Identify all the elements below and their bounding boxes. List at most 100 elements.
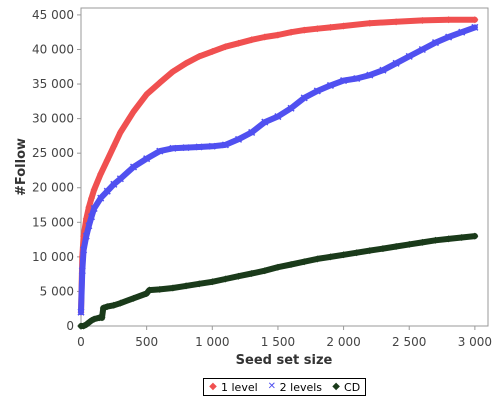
data-point (471, 16, 479, 24)
data-point (221, 275, 229, 283)
data-point (418, 45, 426, 54)
series-cd (77, 232, 479, 330)
data-point (431, 236, 439, 244)
data-point (97, 170, 105, 178)
data-point (235, 135, 243, 143)
y-tick-label: 10 000 (32, 250, 74, 264)
data-point (110, 301, 118, 309)
data-point (471, 23, 479, 31)
data-point (431, 39, 440, 47)
data-point (90, 186, 98, 194)
y-axis: 0 5 000 10 000 15 000 20 000 25 000 30 000 35 0… (32, 8, 81, 333)
data-point (300, 94, 308, 102)
data-point (90, 204, 98, 213)
data-point (366, 71, 374, 79)
cross-icon: ✕ (267, 381, 277, 392)
data-point (392, 243, 400, 250)
data-point (169, 284, 177, 292)
legend-item-cd: ◆ CD (332, 381, 360, 394)
data-point (208, 48, 216, 56)
data-point (90, 315, 98, 323)
data-point (129, 163, 138, 171)
legend: ◆ 1 level ✕ 2 levels ◆ CD (203, 378, 367, 396)
data-point (274, 31, 282, 39)
data-point (195, 143, 203, 151)
data-point (116, 175, 124, 183)
x-axis: 0 500 1 000 1 500 2 000 2 500 3 000 (77, 326, 492, 349)
data-point (445, 33, 453, 41)
diamond-icon: ◆ (209, 381, 217, 392)
data-point (195, 280, 203, 288)
data-point (85, 203, 93, 211)
data-point (418, 238, 426, 246)
data-point (116, 299, 124, 307)
data-point (458, 234, 466, 242)
y-tick-label: 5 000 (40, 284, 74, 298)
x-axis-title: Seed set size (236, 353, 333, 368)
y-tick-label: 40 000 (32, 42, 74, 56)
data-point (366, 19, 374, 27)
data-point (313, 87, 321, 95)
data-point (471, 232, 479, 240)
data-point (82, 232, 90, 240)
data-point (88, 194, 96, 202)
data-point (248, 128, 256, 136)
x-tick-label: 1 000 (195, 335, 229, 349)
data-point (235, 272, 243, 280)
legend-label: 2 levels (279, 380, 323, 394)
data-point (261, 267, 269, 275)
legend-label: 1 level (221, 380, 258, 394)
data-point (458, 28, 466, 36)
data-point (80, 246, 88, 254)
x-tick-label: 2 000 (326, 335, 360, 349)
data-point (145, 286, 153, 294)
plot-area (80, 7, 489, 327)
legend-label: CD (344, 380, 361, 394)
data-point (445, 235, 453, 243)
data-point (156, 285, 164, 293)
data-point (182, 282, 190, 290)
data-point (208, 142, 216, 150)
data-point (208, 278, 216, 286)
data-point (221, 141, 229, 149)
data-point (143, 90, 151, 98)
data-point (116, 128, 124, 136)
data-point (379, 66, 387, 74)
data-point (156, 147, 164, 155)
data-point (248, 36, 256, 44)
legend-item-1-level: ◆ 1 level (209, 381, 258, 394)
data-point (392, 59, 400, 67)
data-point (300, 26, 308, 34)
data-point (392, 18, 400, 26)
data-point (130, 108, 138, 116)
data-point (110, 180, 118, 188)
data-point (340, 251, 348, 259)
x-tick-label: 3 000 (458, 335, 492, 349)
data-point (78, 267, 86, 275)
data-point (103, 187, 111, 195)
x-tick-label: 2 500 (392, 335, 426, 349)
y-axis-title: #Follow (14, 138, 29, 196)
data-point (353, 74, 361, 83)
data-point (261, 33, 269, 41)
data-point (182, 59, 190, 67)
data-point (169, 144, 177, 152)
y-tick-label: 15 000 (32, 215, 74, 229)
y-tick-label: 30 000 (32, 112, 74, 126)
data-point (110, 142, 118, 150)
diamond-icon: ◆ (332, 381, 340, 392)
y-tick-label: 20 000 (32, 181, 74, 195)
data-point (195, 52, 203, 60)
data-point (248, 269, 256, 277)
data-point (182, 144, 190, 152)
y-tick-label: 25 000 (32, 146, 74, 160)
data-point (326, 23, 334, 31)
data-point (103, 303, 111, 311)
data-point (366, 247, 374, 255)
data-point (98, 314, 106, 322)
data-point (326, 253, 334, 261)
data-point (405, 52, 413, 60)
legend-item-2-levels: ✕ 2 levels (268, 381, 322, 394)
data-point (143, 155, 151, 163)
